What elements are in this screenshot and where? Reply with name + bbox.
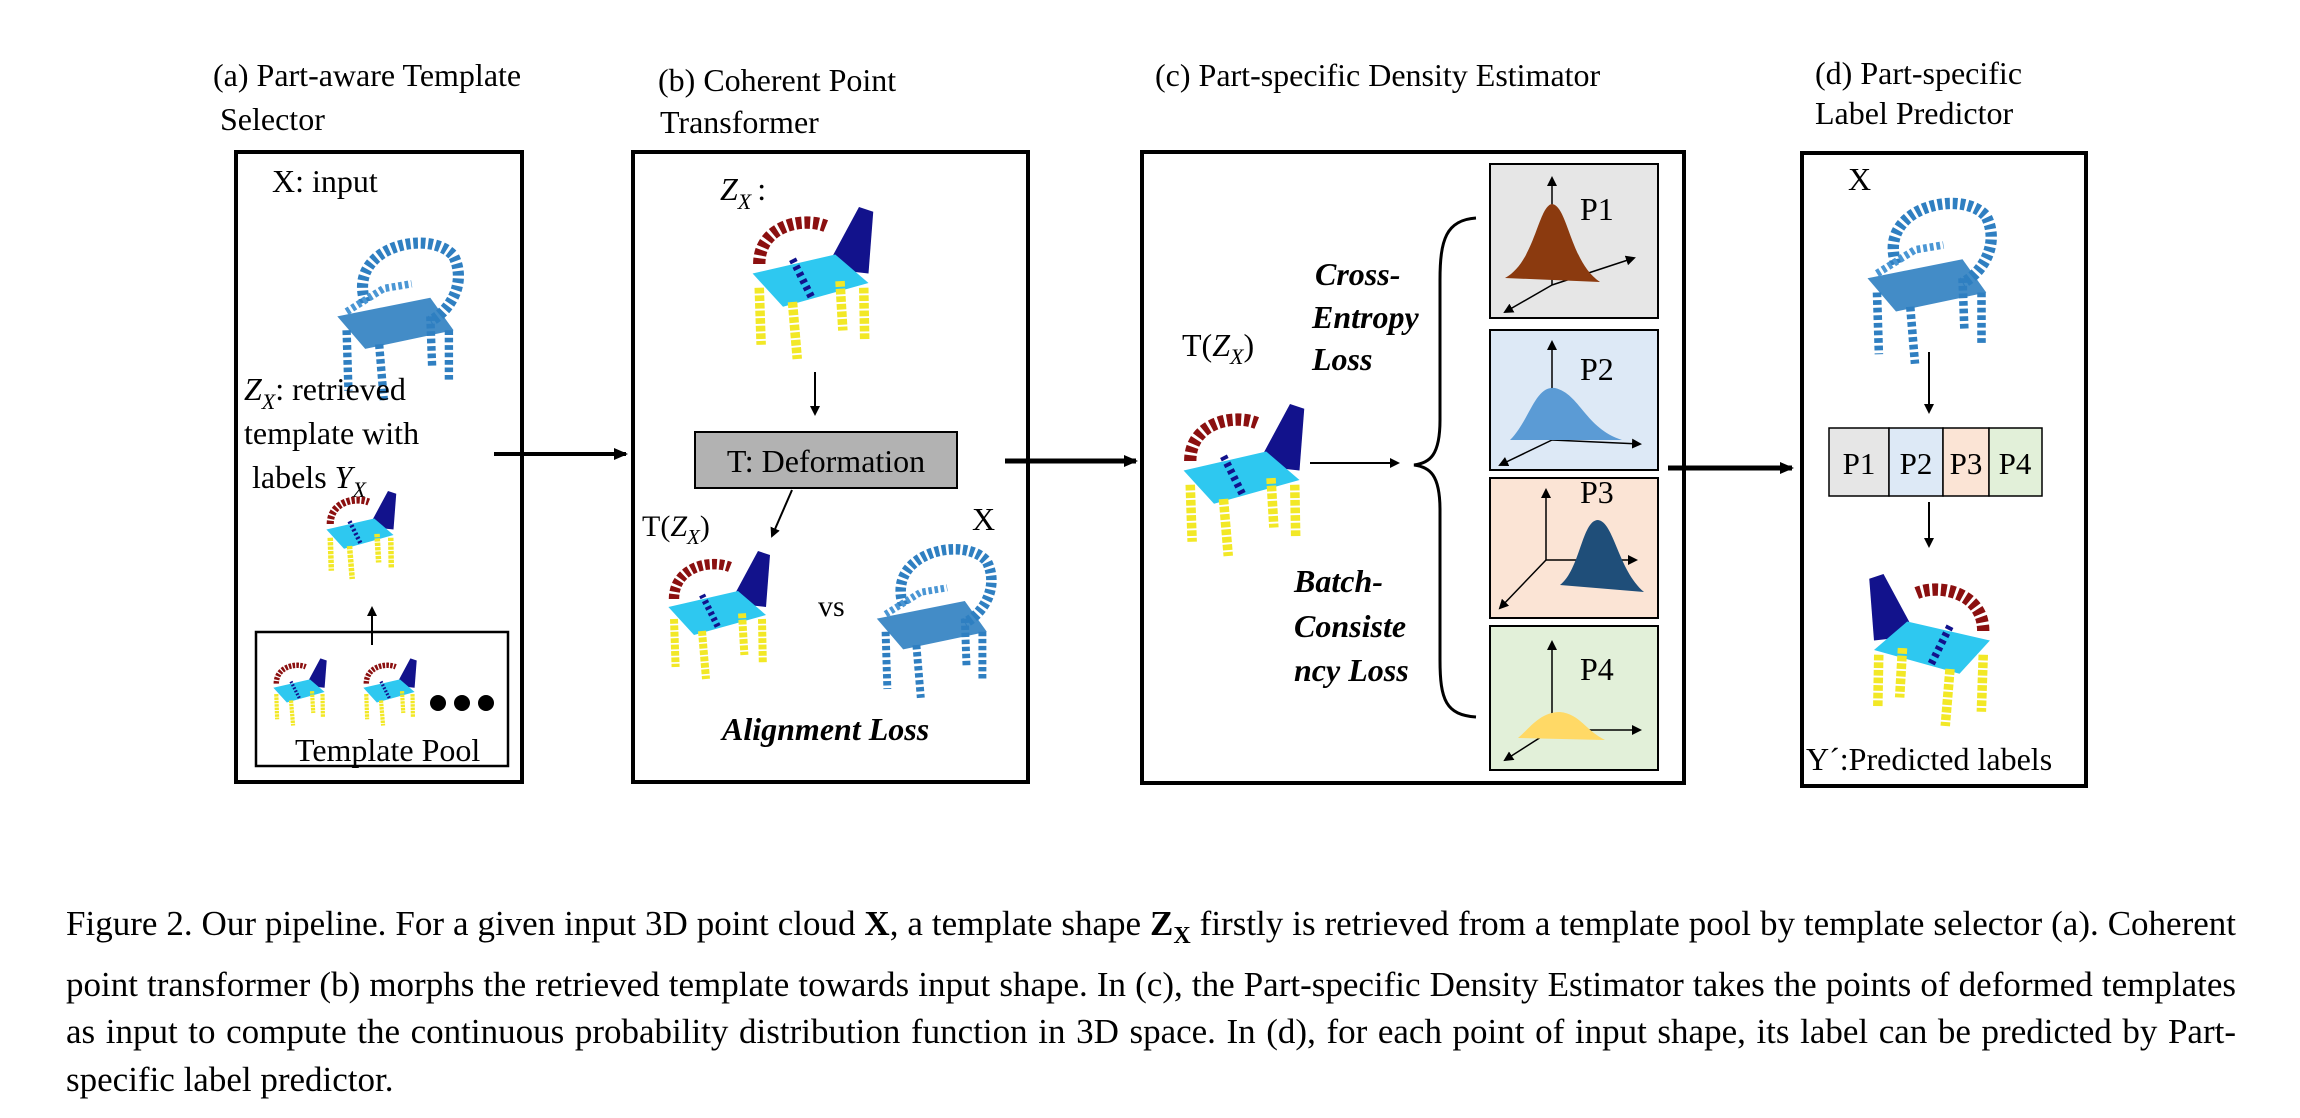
panel-d: (d) Part-specific Label Predictor X P1 P…: [1800, 55, 2088, 788]
panel-a-box: [234, 150, 524, 784]
batch-consistency-loss-line3: ncy Loss: [1294, 652, 1409, 688]
panel-b-title-line1: (b) Coherent Point: [658, 62, 896, 98]
part-cell-label-p2: P2: [1900, 446, 1933, 481]
transformed-chair-image: [1184, 404, 1305, 556]
predicted-labels-label: Y´:Predicted labels: [1806, 741, 2052, 777]
pool-chair-1: [273, 658, 326, 725]
panel-b-box: [631, 150, 1030, 784]
retrieved-label-line1: ZX: retrieved: [244, 371, 406, 414]
cross-entropy-loss-line2: Entropy: [1311, 299, 1419, 335]
x-label-b: X: [972, 501, 995, 537]
target-chair-image: [877, 549, 992, 698]
pipeline-figure: (a) Part-aware Template Selector X: inpu…: [213, 55, 2088, 788]
alignment-loss-label: Alignment Loss: [720, 711, 929, 747]
retrieved-template-chair: [326, 491, 396, 579]
retrieved-label-line3: labels YX: [252, 459, 367, 502]
input-chair-image-d: [1868, 203, 1992, 363]
density-curve-p3: [1560, 520, 1644, 592]
panel-a-title-line1: (a) Part-aware Template: [213, 57, 521, 93]
part-cell-label-p4: P4: [1999, 446, 2032, 481]
density-label-p2: P2: [1580, 351, 1614, 387]
density-box-p4: P4: [1489, 625, 1659, 771]
template-pool-box: [254, 630, 510, 768]
curly-brace: [1413, 216, 1477, 719]
part-cell-p1: [1828, 427, 1890, 497]
caption-bold-x: X: [864, 904, 890, 943]
template-chair-image: [753, 207, 874, 359]
panel-a: (a) Part-aware Template Selector X: inpu…: [213, 57, 524, 784]
density-box-p3: P3: [1489, 474, 1659, 619]
deformation-label: T: Deformation: [727, 443, 925, 479]
density-label-p4: P4: [1580, 651, 1614, 687]
panel-a-title-line2: Selector: [220, 101, 325, 137]
vs-label: vs: [818, 590, 845, 623]
part-cell-p2: [1888, 427, 1944, 497]
batch-consistency-loss-line1: Batch-: [1293, 563, 1383, 599]
density-curve-p2: [1510, 387, 1622, 440]
caption-part3: firstly is retrieved from a template poo…: [66, 904, 2236, 1099]
density-label-p3: P3: [1580, 474, 1614, 510]
zx-label: ZX:: [720, 171, 766, 214]
deformed-chair-image: [668, 551, 770, 679]
tzx-label-b: T(ZX): [642, 510, 710, 549]
panel-b-title-line2: Transformer: [660, 104, 819, 140]
panel-b: (b) Coherent Point Transformer ZX: T: De…: [631, 62, 1030, 784]
density-curve-p1: [1505, 204, 1600, 282]
part-label-row: P1 P2 P3 P4: [1828, 427, 2043, 497]
figure-caption: Figure 2. Our pipeline. For a given inpu…: [66, 900, 2236, 1103]
ellipsis-icon: [430, 695, 494, 711]
batch-consistency-loss-line2: Consiste: [1294, 608, 1406, 644]
panel-d-box: [1800, 151, 2088, 788]
panel-c-title: (c) Part-specific Density Estimator: [1155, 57, 1601, 93]
tzx-label-c: T(ZX): [1182, 327, 1254, 369]
cross-entropy-loss-line1: Cross-: [1315, 256, 1400, 292]
predicted-chair-image: [1869, 574, 1990, 726]
template-pool-label: Template Pool: [295, 732, 480, 768]
cross-entropy-loss-line3: Loss: [1311, 341, 1372, 377]
panel-d-title-line1: (d) Part-specific: [1815, 55, 2022, 91]
caption-bold-z: ZX: [1150, 904, 1191, 949]
density-box-p2: P2: [1489, 329, 1659, 471]
deformation-to-result-arrow: [770, 489, 793, 538]
part-cell-label-p1: P1: [1843, 446, 1876, 481]
part-cell-p4: [1988, 427, 2043, 497]
x-label-d: X: [1848, 161, 1871, 197]
density-label-p1: P1: [1580, 191, 1614, 227]
part-cell-label-p3: P3: [1950, 446, 1983, 481]
panel-d-title-line2: Label Predictor: [1815, 95, 2013, 131]
input-label: X: input: [272, 163, 378, 199]
panel-c: (c) Part-specific Density Estimator T(ZX…: [1140, 57, 1686, 785]
pool-chair-2: [363, 658, 416, 725]
density-curve-p4: [1518, 712, 1605, 740]
retrieved-label-line2: template with: [244, 415, 419, 451]
deformation-box: [694, 431, 958, 489]
caption-part2: , a template shape: [889, 904, 1150, 943]
caption-part1: Figure 2. Our pipeline. For a given inpu…: [66, 904, 865, 943]
density-box-p1: P1: [1489, 163, 1659, 319]
